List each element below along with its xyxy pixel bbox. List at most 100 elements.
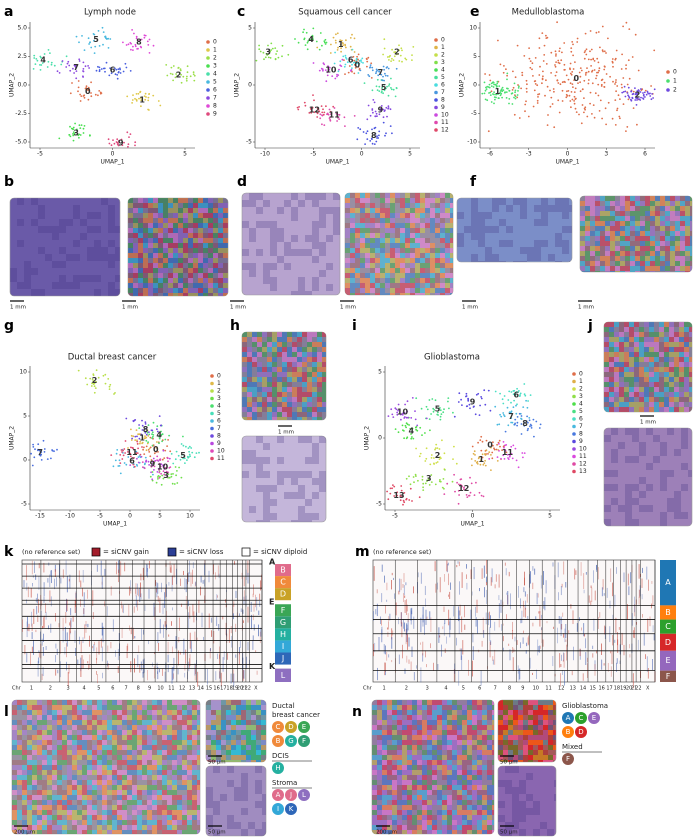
umap-point bbox=[416, 429, 419, 432]
tissue-spot bbox=[203, 278, 208, 283]
tissue-spot bbox=[425, 243, 430, 248]
umap-point bbox=[172, 79, 175, 82]
tissue-image bbox=[603, 321, 693, 413]
cnv-stroke bbox=[242, 669, 244, 681]
umap-point bbox=[137, 433, 140, 436]
umap-point bbox=[30, 452, 32, 455]
umap-point bbox=[304, 104, 307, 107]
tissue-spot bbox=[624, 397, 629, 402]
cluster-label: 0 bbox=[153, 445, 159, 454]
umap-point bbox=[125, 417, 128, 420]
umap-point bbox=[127, 143, 130, 146]
tissue-spot bbox=[163, 243, 168, 248]
tissue-spot bbox=[375, 268, 380, 273]
umap-point bbox=[34, 448, 36, 451]
legend-label: 0 bbox=[579, 371, 583, 378]
tissue-spot bbox=[297, 397, 302, 402]
umap-point bbox=[123, 141, 125, 144]
tissue-spot bbox=[223, 273, 228, 278]
tissue-spot bbox=[580, 196, 585, 201]
umap-point bbox=[589, 30, 592, 32]
tissue-spot bbox=[213, 228, 218, 233]
tissue-spot bbox=[674, 342, 679, 347]
tissue-spot bbox=[148, 268, 153, 273]
tissue-spot bbox=[203, 253, 208, 258]
legend-dot bbox=[206, 40, 210, 44]
tissue-spot bbox=[690, 221, 692, 226]
umap-point bbox=[391, 57, 393, 60]
tissue-spot bbox=[624, 392, 629, 397]
cnv-stroke bbox=[386, 582, 388, 591]
cnv-stroke bbox=[565, 582, 567, 588]
cnv-stroke bbox=[194, 582, 196, 587]
tissue-spot bbox=[689, 387, 692, 392]
umap-point bbox=[159, 465, 162, 468]
tissue-spot bbox=[620, 201, 625, 206]
cnv-stroke bbox=[203, 636, 204, 641]
umap-point bbox=[320, 67, 323, 70]
tissue-spot bbox=[267, 397, 272, 402]
tissue-spot bbox=[634, 387, 639, 392]
cnv-stroke bbox=[491, 568, 493, 583]
umap-point bbox=[184, 462, 186, 464]
umap-point bbox=[507, 458, 510, 460]
umap-point bbox=[403, 412, 406, 414]
umap-point bbox=[577, 82, 579, 84]
tissue-spot bbox=[282, 347, 287, 352]
chromosome-label: X bbox=[254, 686, 258, 692]
tissue-spot bbox=[298, 520, 305, 522]
cnv-stroke bbox=[261, 574, 262, 590]
tissue-spot bbox=[604, 347, 609, 352]
umap-point bbox=[117, 465, 120, 467]
umap-point bbox=[180, 81, 183, 84]
cnv-stroke bbox=[623, 644, 625, 656]
umap-point bbox=[580, 69, 583, 72]
tissue-spot bbox=[218, 223, 223, 228]
umap-point bbox=[490, 82, 493, 85]
umap-point bbox=[308, 38, 311, 41]
umap-point bbox=[132, 49, 134, 51]
tissue-spot bbox=[595, 261, 600, 266]
umap-point bbox=[601, 25, 604, 28]
cnv-stroke bbox=[647, 618, 649, 633]
legend-dot bbox=[434, 53, 438, 57]
tissue-spot bbox=[263, 513, 270, 520]
tissue-spot bbox=[659, 337, 664, 342]
panel-title: Ductal breast cancer bbox=[68, 353, 157, 363]
legend-label: 0 bbox=[673, 69, 677, 76]
cnv-stroke bbox=[26, 652, 28, 663]
tissue-spot bbox=[635, 221, 640, 226]
umap-point bbox=[453, 473, 455, 476]
tissue-spot bbox=[664, 347, 669, 352]
tissue-spot bbox=[272, 407, 277, 412]
cnv-stroke bbox=[137, 600, 138, 611]
tissue-spot bbox=[203, 203, 208, 208]
umap-point bbox=[163, 457, 166, 459]
legend-dot bbox=[434, 38, 438, 42]
tissue-spot bbox=[370, 243, 375, 248]
cnv-stroke bbox=[88, 663, 89, 670]
tissue-spot bbox=[282, 417, 287, 420]
cnv-stroke bbox=[560, 673, 561, 687]
tissue-spot bbox=[611, 449, 618, 456]
tissue-spot bbox=[272, 332, 277, 337]
umap-point bbox=[134, 435, 137, 438]
tissue-spot bbox=[193, 198, 198, 203]
umap-point bbox=[401, 49, 403, 52]
tissue-spot bbox=[415, 283, 420, 288]
umap-point bbox=[58, 72, 61, 74]
tissue-spot bbox=[302, 367, 307, 372]
tissue-spot bbox=[17, 219, 24, 226]
y-tick-label: 0 bbox=[378, 435, 382, 442]
tissue-spot bbox=[148, 233, 153, 238]
cnv-stroke bbox=[161, 582, 162, 593]
tissue-spot bbox=[242, 263, 249, 270]
cnv-stroke bbox=[147, 568, 148, 578]
cnv-stroke bbox=[200, 575, 202, 583]
cnv-stroke bbox=[66, 576, 68, 593]
heatmap-bg bbox=[372, 559, 656, 683]
umap-point bbox=[598, 67, 601, 70]
tissue-spot bbox=[390, 293, 395, 295]
umap-point bbox=[121, 144, 124, 147]
tissue-spot bbox=[390, 258, 395, 263]
